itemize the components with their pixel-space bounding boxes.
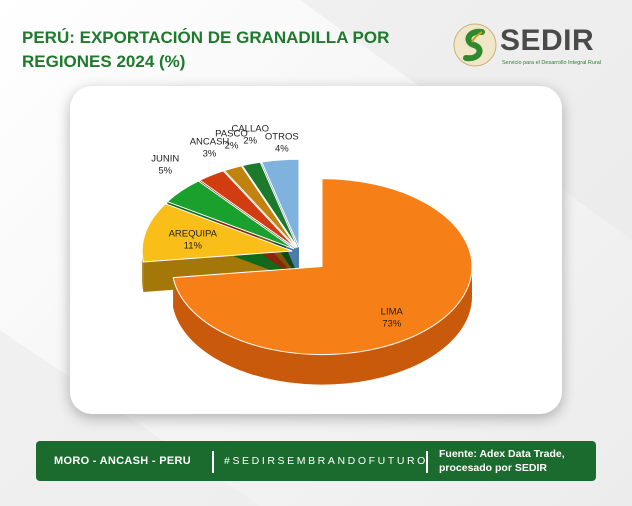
slice-label: AREQUIPA [169,228,218,239]
pie-slice-callao [241,161,298,248]
footer-hashtag: #SEDIRSEMBRANDOFUTURO [224,455,428,467]
pie-slice-junin [166,180,295,250]
slice-value-label: 4% [275,143,289,154]
slice-value-label: 11% [184,240,203,251]
slice-label: JUNIN [151,154,179,165]
slice-value-label: 2% [225,140,239,151]
slice-label: ANCASH [190,137,230,148]
pie-slice-ancash [198,170,296,249]
slice-label: LIMA [381,307,404,318]
slice-label: CALLAO [231,124,269,135]
page-title: PERÚ: EXPORTACIÓN DE GRANADILLA POR REGI… [22,28,390,71]
slice-value-label: 2% [243,136,257,147]
pie-slice-pasco [223,165,298,248]
slice-value-label: 5% [158,166,172,177]
footer-divider [212,451,214,473]
sedir-logo: SEDIR Servicio para el Desarrollo Integr… [452,20,612,72]
footer-bar: MORO - ANCASH - PERU #SEDIRSEMBRANDOFUTU… [36,441,596,481]
pie-slice-lima [172,178,473,356]
pie-slice-side [173,266,473,385]
pie-slice-otros [260,158,300,248]
footer-source: Fuente: Adex Data Trade, procesado por S… [439,448,565,474]
logo-text: SEDIR [500,24,595,57]
logo-tagline: Servicio para el Desarrollo Integral Rur… [502,60,602,66]
pie-top-layer [141,158,473,356]
pie-slice-arequipa [141,203,293,263]
slice-label: PASCO [215,128,248,139]
slice-label: OTROS [265,131,299,142]
sedir-leaf-icon [453,23,497,67]
footer-divider [426,451,428,473]
slice-value-label: 73% [382,319,402,330]
chart-card: LIMA 73% AREQUIPA 11% JUNIN 5% ANCASH 3% PASCO 2%… [70,86,562,414]
slice-value-label: 3% [203,149,217,160]
footer-location: MORO - ANCASH - PERU [54,455,191,467]
